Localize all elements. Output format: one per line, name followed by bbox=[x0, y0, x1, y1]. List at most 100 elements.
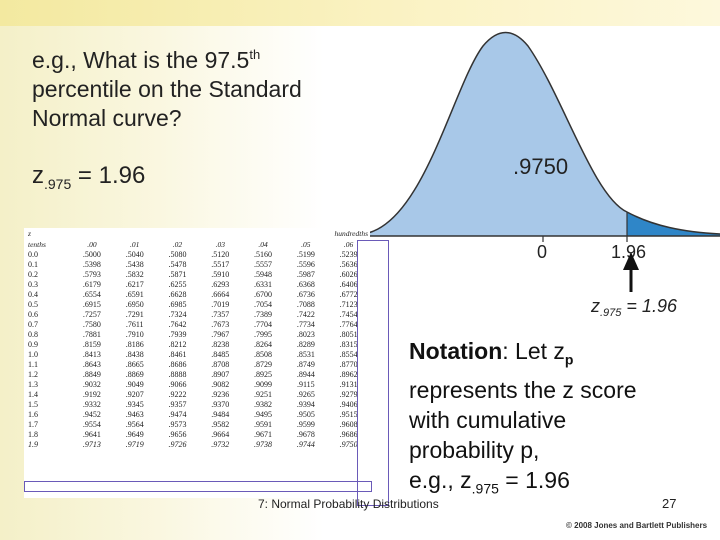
table-row: 0.9 .8159 .8186 .8212 .8238 .8264 .8289 .8315 bbox=[24, 340, 370, 350]
table-row-label: 1.6 bbox=[28, 410, 38, 419]
table-cell: .9484 bbox=[211, 410, 230, 419]
table-cell: .5948 bbox=[254, 270, 273, 279]
table-cell: .6628 bbox=[168, 290, 187, 299]
table-row-label: 1.8 bbox=[28, 430, 38, 439]
table-cell: .8485 bbox=[211, 350, 230, 359]
table-cell: .5910 bbox=[211, 270, 230, 279]
table-cell: .8643 bbox=[82, 360, 101, 369]
table-cell: .9382 bbox=[254, 400, 273, 409]
table-cell: .9222 bbox=[168, 390, 187, 399]
table-cell: .9582 bbox=[211, 420, 230, 429]
table-cell: .9236 bbox=[211, 390, 230, 399]
table-column-header: .03 bbox=[215, 239, 225, 249]
table-cell: .9406 bbox=[339, 400, 358, 409]
slide-footer: 7: Normal Probability Distributions bbox=[258, 497, 439, 511]
table-cell: .6217 bbox=[125, 280, 144, 289]
table-cell: .9495 bbox=[254, 410, 273, 419]
table-cell: .8413 bbox=[82, 350, 101, 359]
table-cell: .7939 bbox=[168, 330, 187, 339]
table-column-header: .04 bbox=[258, 239, 268, 249]
table-cell: .8264 bbox=[254, 340, 273, 349]
table-cell: .9207 bbox=[125, 390, 144, 399]
table-cell: .6736 bbox=[296, 290, 315, 299]
page-number: 27 bbox=[662, 496, 677, 511]
table-row: 0.3 .6179 .6217 .6255 .6293 .6331 .6368 .6406 bbox=[24, 280, 370, 290]
table-cell: .7995 bbox=[254, 330, 273, 339]
table-row-label: 1.2 bbox=[28, 370, 38, 379]
table-cell: .5199 bbox=[296, 250, 315, 259]
table-cell: .9738 bbox=[254, 440, 273, 449]
table-cell: .9608 bbox=[339, 420, 358, 429]
table-column-header: .00 bbox=[87, 239, 97, 249]
curve-area-fill bbox=[363, 32, 627, 236]
table-cell: .8849 bbox=[82, 370, 101, 379]
table-cell: .7611 bbox=[125, 320, 144, 329]
table-column-header: .06 bbox=[343, 239, 354, 249]
table-cell: .7324 bbox=[168, 310, 187, 319]
curve-line bbox=[363, 31, 720, 235]
table-cell: .9357 bbox=[168, 400, 187, 409]
table-cell: .6179 bbox=[82, 280, 101, 289]
area-label: .9750 bbox=[513, 154, 568, 179]
table-cell: .9664 bbox=[211, 430, 230, 439]
curve-tail-fill bbox=[627, 212, 720, 236]
table-cell: .5871 bbox=[168, 270, 187, 279]
table-cell: .7389 bbox=[254, 310, 273, 319]
table-cell: .5239 bbox=[339, 250, 358, 259]
table-row: 0.2 .5793 .5832 .5871 .5910 .5948 .5987 .6026 bbox=[24, 270, 370, 280]
table-cell: .8531 bbox=[296, 350, 315, 359]
table-cell: .5398 bbox=[82, 260, 101, 269]
table-cell: .6700 bbox=[254, 290, 273, 299]
table-column-header: .02 bbox=[172, 239, 183, 249]
table-cell: .7291 bbox=[125, 310, 144, 319]
table-cell: .8665 bbox=[125, 360, 144, 369]
table-cell: .9750 bbox=[339, 440, 358, 449]
arrow-head bbox=[623, 252, 639, 270]
table-cell: .9505 bbox=[296, 410, 315, 419]
table-cell: .9192 bbox=[82, 390, 101, 399]
table-cell: .9099 bbox=[254, 380, 273, 389]
table-cell: .6772 bbox=[339, 290, 358, 299]
table-cell: .9066 bbox=[168, 380, 187, 389]
table-cell: .6591 bbox=[125, 290, 144, 299]
table-cell: .9732 bbox=[211, 440, 230, 449]
table-cell: .6368 bbox=[296, 280, 315, 289]
table-cell: .9726 bbox=[168, 440, 187, 449]
table-row-label: 0.2 bbox=[28, 270, 38, 279]
z-table: z hundredths tenths .00.01.02.03.04.05.06 0.… bbox=[24, 228, 389, 506]
table-cell: .7764 bbox=[339, 320, 358, 329]
table-row-label: 1.4 bbox=[28, 390, 38, 399]
table-row: 1.2 .8849 .8869 .8888 .8907 .8925 .8944 .8962 bbox=[24, 370, 370, 380]
table-row-label: 0.1 bbox=[28, 260, 38, 269]
table-cell: .7257 bbox=[82, 310, 101, 319]
table-row: 1.5 .9332 .9345 .9357 .9370 .9382 .9394 .9406 bbox=[24, 400, 370, 410]
table-row: 1.0 .8413 .8438 .8461 .8485 .8508 .8531 .8554 bbox=[24, 350, 370, 360]
table-cell: .8212 bbox=[168, 340, 187, 349]
table-cell: .9345 bbox=[125, 400, 144, 409]
table-cell: .9131 bbox=[339, 380, 358, 389]
table-cell: .8962 bbox=[339, 370, 358, 379]
table-cell: .7910 bbox=[125, 330, 144, 339]
table-cell: .7673 bbox=[211, 320, 230, 329]
table-cell: .8554 bbox=[339, 350, 358, 359]
table-row: 0.4 .6554 .6591 .6628 .6664 .6700 .6736 .6772 bbox=[24, 290, 370, 300]
table-cell: .7734 bbox=[296, 320, 315, 329]
table-row-label: 0.5 bbox=[28, 300, 38, 309]
table-cell: .5793 bbox=[82, 270, 101, 279]
table-cell: .9678 bbox=[296, 430, 315, 439]
table-row: 1.1 .8643 .8665 .8686 .8708 .8729 .8749 .8770 bbox=[24, 360, 370, 370]
annotation-z: z.975 = 1.96 bbox=[590, 296, 678, 319]
table-cell: .9656 bbox=[168, 430, 187, 439]
table-cell: .9474 bbox=[168, 410, 187, 419]
zero-label: 0 bbox=[537, 242, 547, 262]
table-row-label: 1.7 bbox=[28, 420, 38, 429]
table-cell: .8438 bbox=[125, 350, 144, 359]
table-cell: .8708 bbox=[211, 360, 230, 369]
table-row: 1.8 .9641 .9649 .9656 .9664 .9671 .9678 .9686 bbox=[24, 430, 370, 440]
table-cell: .9591 bbox=[254, 420, 273, 429]
normal-curve-figure: .9750 0 1.96 z.975 = 1.96 bbox=[363, 26, 720, 326]
table-row-label: 0.4 bbox=[28, 290, 38, 299]
table-cell: .8944 bbox=[296, 370, 315, 379]
table-row-label: 1.3 bbox=[28, 380, 38, 389]
table-cell: .8186 bbox=[125, 340, 144, 349]
